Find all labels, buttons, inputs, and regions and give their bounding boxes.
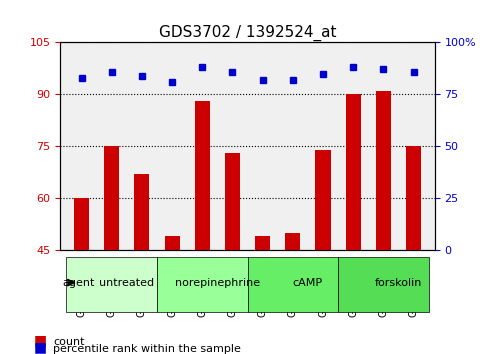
Bar <box>74 198 89 250</box>
Text: untreated: untreated <box>99 278 155 287</box>
Text: forskolin: forskolin <box>375 278 422 287</box>
Text: cAMP: cAMP <box>293 278 323 287</box>
Bar <box>255 236 270 250</box>
Bar <box>346 95 361 250</box>
Text: ■: ■ <box>34 340 47 354</box>
FancyBboxPatch shape <box>67 257 157 312</box>
FancyBboxPatch shape <box>157 257 248 312</box>
Bar <box>195 101 210 250</box>
Bar <box>285 233 300 250</box>
Bar <box>165 236 180 250</box>
Bar <box>376 91 391 250</box>
Bar <box>134 174 149 250</box>
Bar <box>315 150 330 250</box>
Title: GDS3702 / 1392524_at: GDS3702 / 1392524_at <box>159 25 336 41</box>
Bar <box>225 153 240 250</box>
Text: ■: ■ <box>34 333 47 347</box>
Bar <box>104 146 119 250</box>
Bar <box>406 146 421 250</box>
Text: count: count <box>53 337 85 347</box>
Text: norepinephrine: norepinephrine <box>175 278 260 287</box>
Text: agent: agent <box>62 278 94 287</box>
FancyBboxPatch shape <box>338 257 429 312</box>
Text: percentile rank within the sample: percentile rank within the sample <box>53 344 241 354</box>
FancyBboxPatch shape <box>248 257 338 312</box>
